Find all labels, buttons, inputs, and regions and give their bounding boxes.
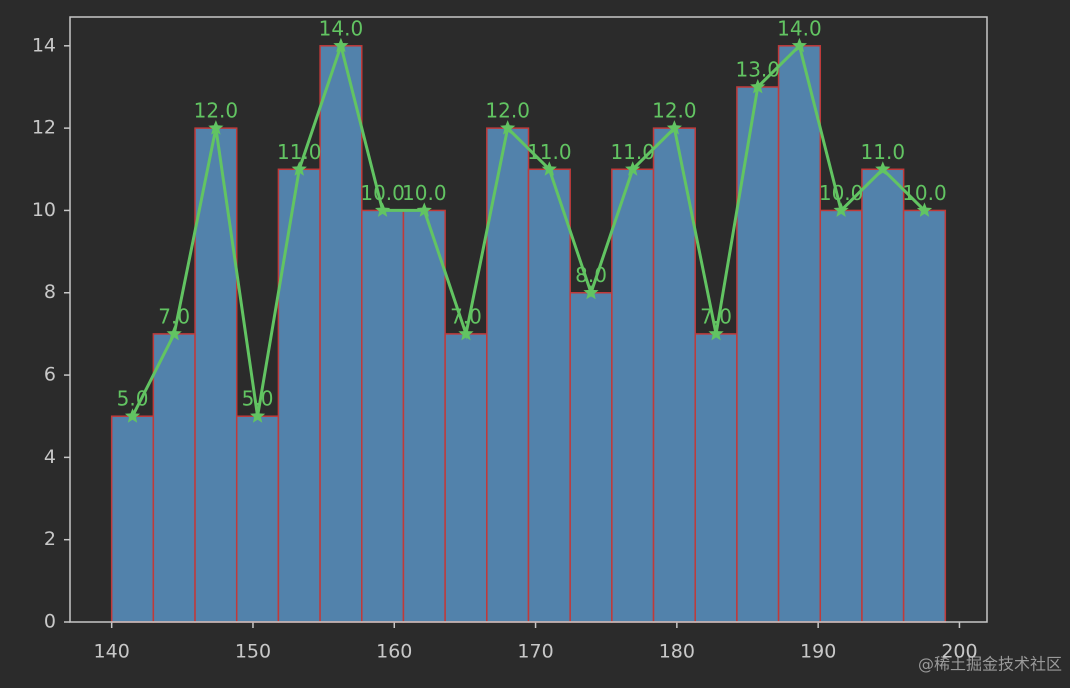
value-label: 12.0 [485,99,530,123]
bar [694,333,738,623]
value-label: 14.0 [319,16,364,40]
x-tick-label: 190 [800,641,836,663]
y-tick-label: 4 [44,446,56,468]
bar [110,415,155,623]
value-label: 7.0 [158,304,190,328]
marker [625,161,641,176]
bar [152,333,196,623]
marker [291,161,307,176]
marker [375,202,391,217]
marker [833,202,849,217]
x-tick-label: 180 [659,641,695,663]
marker [250,408,266,423]
bar [777,45,822,623]
marker [541,161,557,176]
marker [875,161,891,176]
x-tick-label: 140 [94,641,130,663]
bar [861,168,905,623]
y-tick-label: 2 [44,528,56,550]
y-tick-label: 8 [44,281,56,303]
marker [666,120,682,135]
x-tick-label: 150 [235,641,271,663]
marker [124,408,141,423]
bar [611,168,655,623]
value-label: 7.0 [450,304,482,328]
y-tick-label: 6 [44,364,56,386]
marker [333,37,349,53]
marker [458,325,474,341]
marker [708,325,724,341]
value-label: 10.0 [402,181,447,205]
value-label: 12.0 [194,99,239,123]
marker [791,37,807,53]
value-label: 10.0 [902,181,947,205]
y-tick-label: 14 [32,34,56,56]
bar [902,209,947,623]
marker [750,79,766,94]
plot-frame [69,16,988,623]
bar [235,415,280,623]
y-tick-label: 12 [32,117,56,139]
marker [500,120,516,135]
bar [569,291,613,623]
x-tick-label: 170 [517,641,553,663]
value-label: 11.0 [277,140,322,164]
x-tick-label: 160 [376,641,412,663]
y-tick-label: 10 [32,199,56,221]
value-label: 12.0 [652,99,697,123]
bar [277,168,321,623]
bar [319,45,363,623]
value-label: 11.0 [610,140,655,164]
value-label: 5.0 [117,387,149,411]
value-label: 5.0 [242,387,274,411]
marker [166,325,182,341]
value-label: 14.0 [777,16,822,40]
marker [916,202,933,217]
marker [416,202,432,217]
value-label: 10.0 [360,181,405,205]
value-label: 11.0 [861,140,906,164]
value-label: 8.0 [575,263,607,287]
bar [444,333,488,623]
line [131,40,926,417]
value-label: 10.0 [819,181,864,205]
bar [527,168,571,623]
marker [583,284,599,300]
x-tick-label: 200 [941,641,977,663]
watermark: @稀土掘金技术社区 [918,655,1062,674]
value-label: 11.0 [527,140,572,164]
bar [819,209,863,623]
bar [402,209,446,623]
value-label: 7.0 [700,304,732,328]
y-tick-label: 0 [44,611,56,633]
bar [361,209,405,623]
value-label: 13.0 [735,57,780,81]
marker [208,120,224,135]
